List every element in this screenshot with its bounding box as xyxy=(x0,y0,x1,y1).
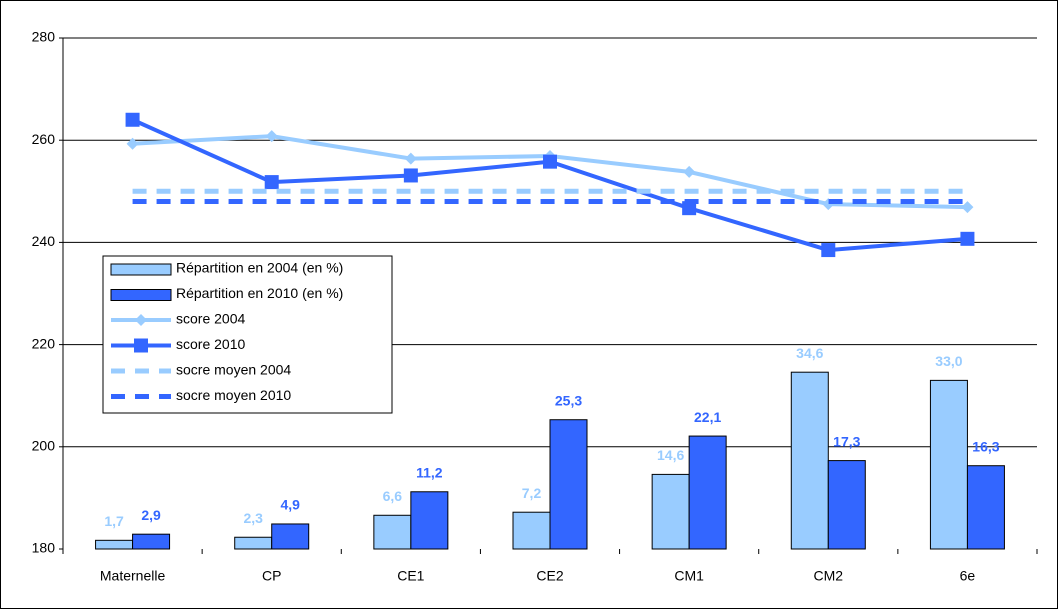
bar xyxy=(966,465,1005,550)
marker xyxy=(961,201,974,214)
x-tick-label: CE2 xyxy=(536,568,563,584)
marker xyxy=(960,231,975,246)
bar xyxy=(790,371,829,550)
value-label: 25,3 xyxy=(555,392,582,408)
y-tick-label: 180 xyxy=(32,540,56,556)
marker xyxy=(265,130,278,143)
x-tick-label: CM2 xyxy=(814,568,844,584)
bar xyxy=(512,511,551,550)
y-tick-label: 240 xyxy=(32,233,56,249)
value-label: 4,9 xyxy=(280,497,300,513)
legend-label: Répartition en 2010 (en %) xyxy=(176,285,343,301)
marker xyxy=(403,168,418,183)
legend-box xyxy=(102,255,393,414)
marker xyxy=(543,154,557,169)
y-tick-label: 220 xyxy=(32,335,56,351)
bar xyxy=(132,533,171,550)
legend-marker xyxy=(134,338,148,353)
marker xyxy=(821,243,836,258)
marker xyxy=(682,201,697,216)
x-tick-label: CM1 xyxy=(674,568,704,584)
marker xyxy=(264,175,279,190)
bar xyxy=(410,491,449,550)
legend-label: score 2010 xyxy=(176,336,245,352)
marker xyxy=(126,137,139,150)
bar xyxy=(549,419,588,550)
value-label: 17,3 xyxy=(833,433,860,449)
legend-swatch xyxy=(110,263,172,276)
value-label: 16,3 xyxy=(972,438,999,454)
value-label: 33,0 xyxy=(935,353,962,369)
x-tick-label: CP xyxy=(262,568,281,584)
bar xyxy=(929,379,968,550)
marker xyxy=(125,112,140,127)
y-tick-label: 280 xyxy=(32,29,56,45)
value-label: 7,2 xyxy=(522,485,542,501)
marker xyxy=(683,165,696,178)
value-label: 2,3 xyxy=(243,510,263,526)
y-tick-label: 200 xyxy=(32,438,56,454)
legend-label: score 2004 xyxy=(176,311,245,327)
bar xyxy=(827,460,866,550)
y-tick-label: 260 xyxy=(32,131,56,147)
bar xyxy=(95,539,134,550)
value-label: 6,6 xyxy=(383,488,403,504)
bar xyxy=(651,473,690,550)
legend-label: socre moyen 2004 xyxy=(176,362,291,378)
legend-marker xyxy=(135,314,147,326)
bar xyxy=(688,435,727,550)
value-label: 34,6 xyxy=(796,345,823,361)
value-label: 1,7 xyxy=(104,513,124,529)
bar xyxy=(373,514,412,550)
value-label: 22,1 xyxy=(694,409,721,425)
bar xyxy=(271,523,310,550)
value-label: 2,9 xyxy=(141,507,161,523)
x-tick-label: 6e xyxy=(960,568,976,584)
x-tick-label: Maternelle xyxy=(100,568,166,584)
legend-label: Répartition en 2004 (en %) xyxy=(176,260,343,276)
value-label: 11,2 xyxy=(416,464,443,480)
legend-swatch xyxy=(110,289,172,301)
legend-label: socre moyen 2010 xyxy=(176,387,291,403)
bar xyxy=(234,536,273,550)
marker xyxy=(404,152,417,165)
value-label: 14,6 xyxy=(657,447,684,463)
x-tick-label: CE1 xyxy=(397,568,424,584)
